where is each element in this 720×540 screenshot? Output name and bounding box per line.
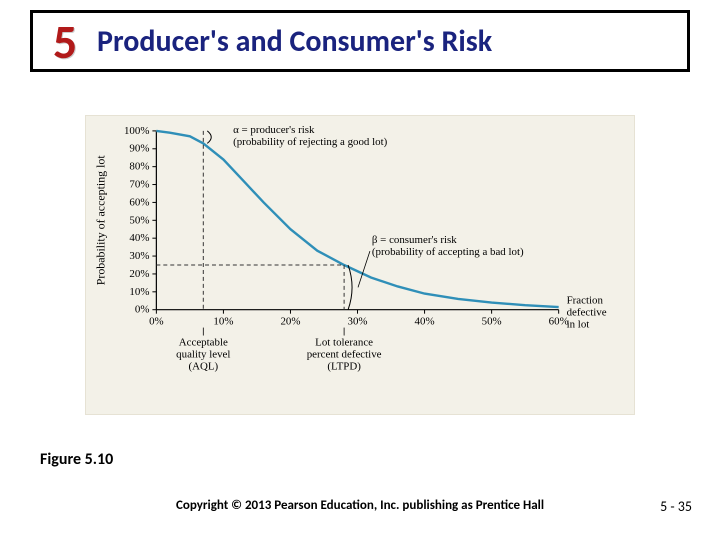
oc-curve-chart: 0% 10% 20% 30% 40% 50% 60% 70% 80% 90% 100% 0% 10% 20… [85,115,635,415]
svg-text:50%: 50% [482,316,502,328]
slide-title: Producer's and Consumer's Risk [97,23,492,60]
svg-text:(probability of accepting a ba: (probability of accepting a bad lot) [372,246,524,258]
page-number: 5 - 35 [660,498,692,515]
svg-text:20%: 20% [280,316,300,328]
svg-text:α = producer's risk: α = producer's risk [233,124,315,136]
svg-text:10%: 10% [213,316,233,328]
chart-svg: 0% 10% 20% 30% 40% 50% 60% 70% 80% 90% 100% 0% 10% 20… [86,116,634,414]
figure-label: Figure 5.10 [40,450,113,469]
slide: 5 Producer's and Consumer's Risk 0% 10% 20… [0,0,720,540]
svg-text:β = consumer's risk: β = consumer's risk [372,234,457,246]
svg-text:Acceptable: Acceptable [179,336,228,348]
svg-text:70%: 70% [129,179,149,191]
svg-text:Probability of accepting lot: Probability of accepting lot [94,155,108,286]
svg-text:percent defective: percent defective [307,348,382,360]
svg-text:0%: 0% [149,316,164,328]
svg-text:10%: 10% [129,286,149,298]
svg-text:50%: 50% [129,214,149,226]
svg-text:0%: 0% [135,304,150,316]
svg-text:(LTPD): (LTPD) [327,360,361,372]
svg-text:90%: 90% [129,143,149,155]
svg-text:in lot: in lot [567,319,590,331]
copyright-text: Copyright © 2013 Pearson Education, Inc.… [0,498,720,513]
svg-text:20%: 20% [129,268,149,280]
svg-text:40%: 40% [415,316,435,328]
chapter-number: 5 [33,12,97,71]
svg-text:(AQL): (AQL) [188,360,218,372]
svg-text:(probability of rejecting a go: (probability of rejecting a good lot) [233,136,388,148]
svg-text:quality level: quality level [176,348,230,360]
svg-text:100%: 100% [124,125,149,137]
svg-text:Lot tolerance: Lot tolerance [315,336,373,348]
svg-text:30%: 30% [129,250,149,262]
svg-text:40%: 40% [129,232,149,244]
title-box: 5 Producer's and Consumer's Risk [30,10,690,72]
svg-text:defective: defective [567,307,607,319]
svg-text:60%: 60% [129,196,149,208]
svg-text:Fraction: Fraction [567,295,604,307]
svg-text:80%: 80% [129,161,149,173]
svg-text:30%: 30% [348,316,368,328]
